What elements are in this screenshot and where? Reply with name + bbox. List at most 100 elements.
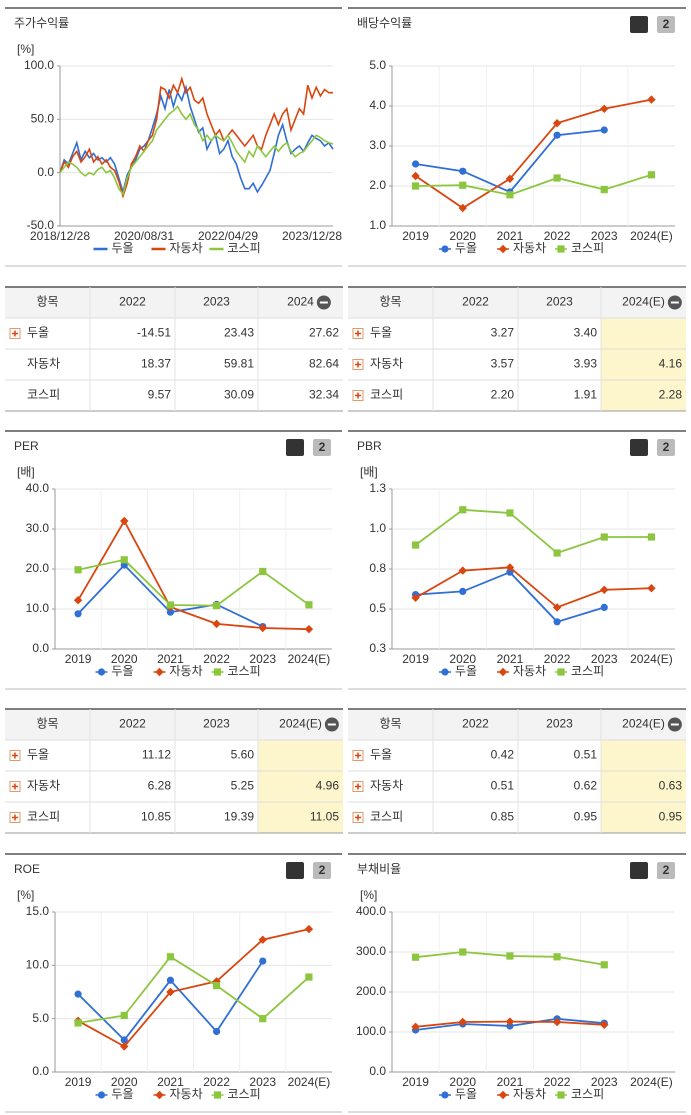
row-label: 두올 — [27, 748, 49, 762]
expand-icon-plus[interactable] — [12, 752, 18, 759]
data-point — [553, 174, 561, 182]
data-point — [600, 186, 608, 194]
page-button-label[interactable]: 2 — [663, 17, 670, 31]
data-point — [259, 567, 267, 576]
legend-marker — [498, 1090, 508, 1100]
page-button[interactable] — [313, 439, 331, 456]
page-button-label[interactable]: 1 — [636, 863, 643, 877]
x-tick-label: 2024(E) — [630, 229, 673, 243]
page-button[interactable] — [657, 862, 675, 879]
table-header-bg — [5, 287, 343, 318]
row-label: 자동차 — [370, 357, 403, 371]
table-cell: 6.28 — [148, 779, 172, 793]
y-tick-label: 300.0 — [356, 944, 386, 958]
table-cell: 3.57 — [491, 357, 515, 371]
data-point — [411, 182, 420, 190]
expand-icon-plus[interactable] — [355, 330, 361, 337]
table-header: 2022 — [462, 295, 489, 309]
legend-label: 코스피 — [228, 241, 261, 255]
x-tick-label: 2023 — [249, 652, 276, 666]
page-button[interactable] — [286, 439, 304, 456]
table-header: 2024(E) — [279, 717, 322, 731]
data-point — [647, 584, 656, 593]
page-button[interactable] — [630, 16, 648, 33]
page-button-label[interactable]: 1 — [636, 17, 643, 31]
data-point — [120, 516, 129, 526]
data-point — [258, 623, 267, 633]
page-button[interactable] — [657, 439, 675, 456]
data-point — [74, 990, 82, 998]
legend-label: 두올 — [455, 241, 477, 255]
row-label: 코스피 — [27, 388, 60, 402]
x-tick-label: 2020 — [449, 652, 476, 666]
data-point — [212, 1027, 221, 1036]
chart-title: PBR — [357, 439, 382, 453]
data-point — [259, 957, 267, 965]
table-cell: 0.62 — [574, 779, 598, 793]
legend-marker — [155, 1090, 164, 1100]
data-point — [647, 533, 656, 541]
row-label: 자동차 — [27, 779, 60, 793]
y-tick-label: 1.3 — [369, 481, 386, 495]
page-button-label[interactable]: 1 — [292, 863, 299, 877]
table-cell: 4.96 — [316, 779, 340, 793]
page-button[interactable] — [630, 862, 648, 879]
data-point — [458, 1017, 467, 1027]
x-tick-label: 2022 — [544, 1075, 571, 1089]
expand-icon-plus[interactable] — [355, 783, 361, 790]
series-line — [77, 558, 310, 607]
table-cell: 82.64 — [309, 357, 339, 371]
page-button-label[interactable]: 1 — [292, 440, 299, 454]
page-button-label[interactable]: 2 — [319, 440, 326, 454]
expand-icon-plus[interactable] — [355, 361, 361, 368]
series-line — [77, 563, 264, 628]
table-cell: 0.42 — [491, 748, 515, 762]
table-header: 항목 — [379, 717, 401, 731]
table-cell: 59.81 — [224, 357, 254, 371]
legend-marker — [97, 668, 106, 676]
page-button-label[interactable]: 1 — [636, 440, 643, 454]
data-point — [553, 953, 561, 961]
page-button[interactable] — [313, 862, 331, 879]
table-cell: 9.57 — [148, 388, 172, 402]
page-button[interactable] — [286, 862, 304, 879]
legend-marker — [441, 245, 449, 253]
legend-label: 두올 — [112, 1087, 134, 1101]
data-point — [553, 618, 561, 626]
highlight-column — [258, 740, 343, 833]
x-tick-label: 2019 — [65, 1075, 92, 1089]
legend-label: 코스피 — [571, 241, 604, 255]
page-button[interactable] — [657, 16, 675, 33]
chart-title: 주가수익률 — [14, 16, 69, 30]
page-button-label[interactable]: 2 — [319, 863, 326, 877]
expand-icon-plus[interactable] — [355, 814, 361, 821]
page-button-label[interactable]: 2 — [663, 863, 670, 877]
expand-icon-plus[interactable] — [12, 814, 18, 821]
y-tick-label: -50.0 — [27, 218, 55, 232]
data-point — [258, 935, 267, 944]
table-cell: 23.43 — [224, 326, 254, 340]
y-tick-label: 40.0 — [26, 481, 50, 495]
legend-label: 자동차 — [513, 1087, 546, 1101]
y-tick-label: 5.0 — [369, 58, 386, 72]
y-tick-label: 400.0 — [356, 904, 386, 918]
legend-marker — [213, 1091, 222, 1099]
chart-title: 배당수익률 — [357, 16, 412, 30]
series-line — [415, 508, 652, 555]
expand-icon-plus[interactable] — [355, 752, 361, 759]
data-point — [411, 953, 420, 961]
x-tick-label: 2019 — [402, 1075, 429, 1089]
expand-icon-plus[interactable] — [12, 330, 18, 337]
y-tick-label: 50.0 — [31, 112, 55, 126]
table-cell: 0.63 — [659, 779, 683, 793]
table-header: 2024(E) — [622, 295, 665, 309]
page-button-label[interactable]: 2 — [663, 440, 670, 454]
table-cell: 30.09 — [224, 388, 254, 402]
expand-icon-plus[interactable] — [12, 783, 18, 790]
table-header: 2023 — [546, 295, 573, 309]
expand-icon-plus[interactable] — [355, 392, 361, 399]
data-point — [120, 1042, 129, 1051]
x-tick-label: 2020 — [111, 652, 138, 666]
page-button[interactable] — [630, 439, 648, 456]
y-tick-label: 5.0 — [32, 1011, 49, 1025]
